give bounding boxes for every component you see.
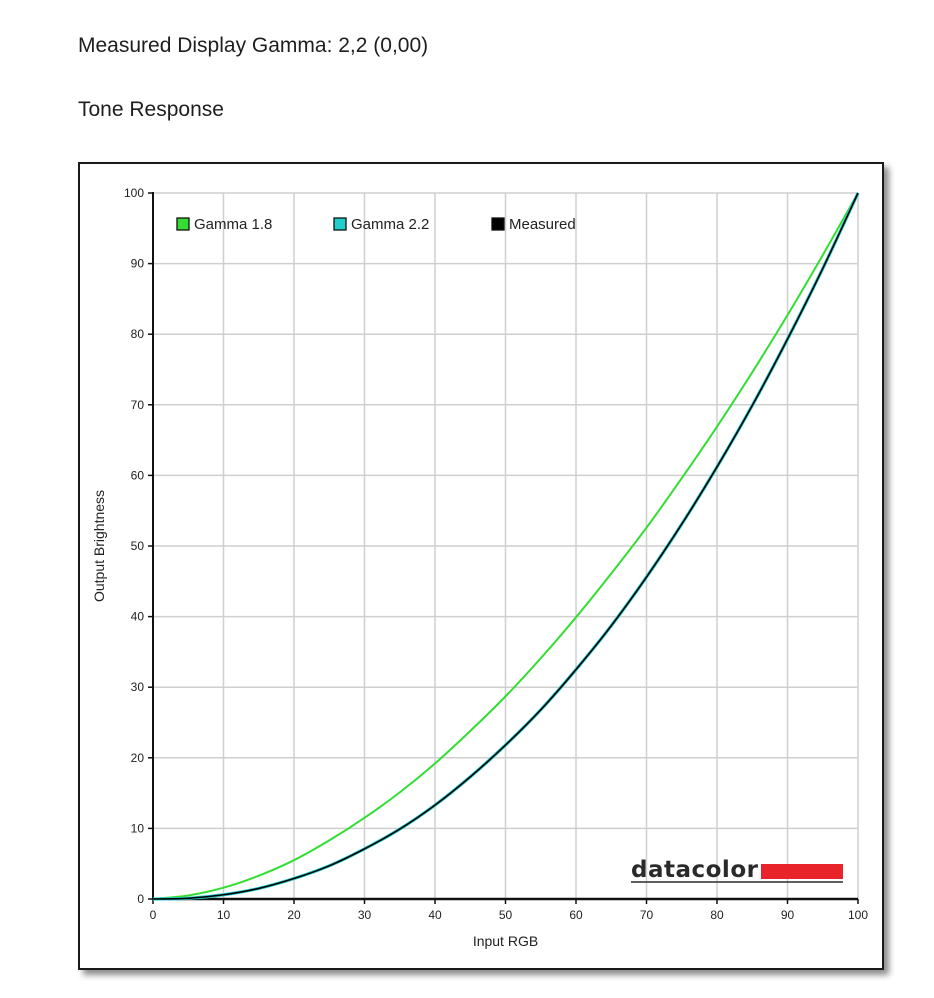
legend-label-measured: Measured xyxy=(509,216,576,233)
y-tick-label: 50 xyxy=(131,539,145,553)
y-tick-label: 80 xyxy=(131,327,145,341)
y-tick-label: 90 xyxy=(131,257,145,271)
logo-text: datacolor xyxy=(631,857,759,883)
x-tick-label: 40 xyxy=(428,908,442,922)
x-tick-label: 70 xyxy=(640,908,654,922)
legend-swatch-gamma-2-2 xyxy=(333,217,347,231)
legend-swatch-measured xyxy=(491,217,505,231)
logo-red-bar xyxy=(761,864,843,879)
x-tick-label: 10 xyxy=(217,908,231,922)
legend-swatch-gamma-1-8 xyxy=(176,217,190,231)
series-lines xyxy=(152,192,860,901)
x-tick-label: 80 xyxy=(710,908,724,922)
x-tick-label: 100 xyxy=(848,908,868,922)
datacolor-logo: datacolor xyxy=(631,857,843,883)
y-axis-title: Output Brightness xyxy=(91,490,107,602)
tone-response-title: Tone Response xyxy=(78,98,224,121)
legend-label-gamma-1-8: Gamma 1.8 xyxy=(194,216,272,233)
x-tick-label: 20 xyxy=(287,908,301,922)
chart-canvas: 0 10 20 30 40 50 60 70 80 90 100 0 10 20 30 40 50 60 70 80 9… xyxy=(91,186,868,949)
x-tick-label: 60 xyxy=(569,908,583,922)
x-tick-label: 90 xyxy=(781,908,795,922)
x-axis-title: Input RGB xyxy=(473,933,538,949)
y-tick-label: 40 xyxy=(131,610,145,624)
series-line-gamma-1-8 xyxy=(152,192,859,900)
grid xyxy=(153,192,859,899)
x-tick-label: 50 xyxy=(499,908,513,922)
y-tick-label: 20 xyxy=(131,751,145,765)
axes: 0 10 20 30 40 50 60 70 80 90 100 0 10 20 30 40 50 60 70 80 9… xyxy=(91,186,868,949)
y-tick-label: 30 xyxy=(131,680,145,694)
y-tick-label: 60 xyxy=(131,468,145,482)
measured-gamma-label: Measured Display Gamma: 2,2 (0,00) xyxy=(78,34,429,57)
y-tick-label: 10 xyxy=(131,821,145,835)
tone-response-chart: 0 10 20 30 40 50 60 70 80 90 100 0 10 20 30 40 50 60 70 80 9… xyxy=(78,162,884,970)
series-line-measured xyxy=(152,192,859,900)
x-tick-label: 0 xyxy=(150,908,157,922)
y-tick-label: 100 xyxy=(124,186,144,200)
legend-label-gamma-2-2: Gamma 2.2 xyxy=(351,216,429,233)
y-tick-label: 70 xyxy=(131,398,145,412)
legend: Gamma 1.8 Gamma 2.2 Measured xyxy=(176,216,576,233)
x-tick-label: 30 xyxy=(358,908,372,922)
y-tick-label: 0 xyxy=(137,892,144,906)
